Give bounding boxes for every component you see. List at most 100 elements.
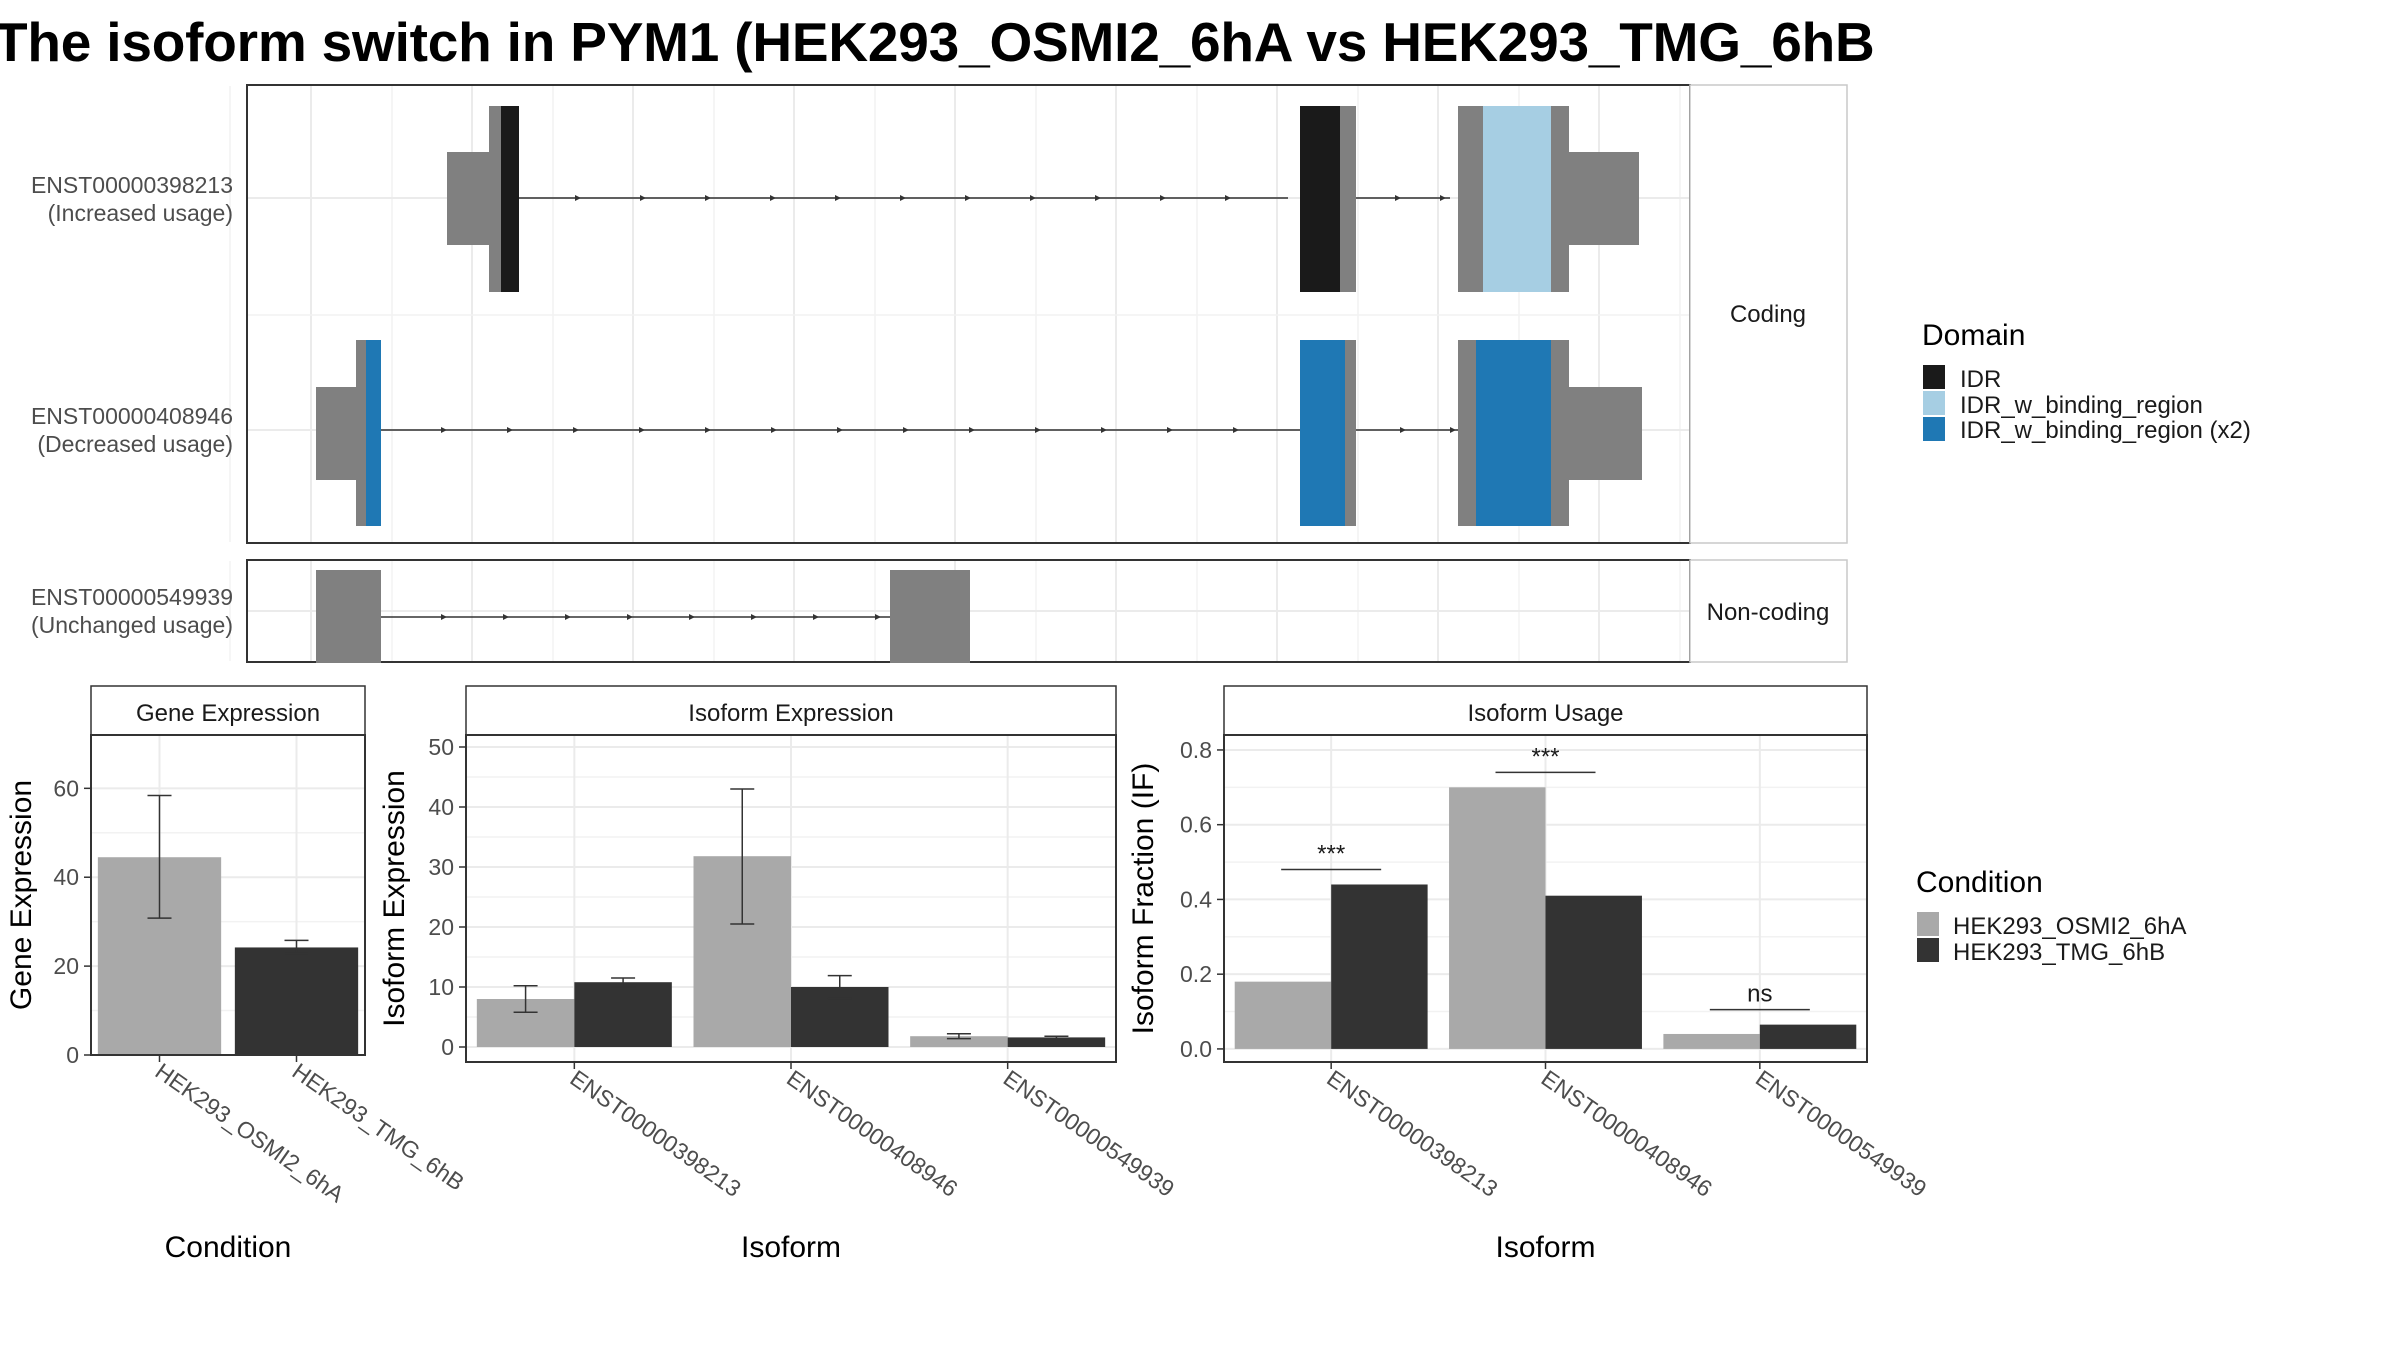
- chart-panel-border: [90, 734, 366, 1056]
- bar: [1007, 1037, 1106, 1047]
- condition-legend-title: Condition: [1916, 866, 2043, 899]
- intron-arrow: [875, 614, 881, 620]
- intron-arrow: [705, 195, 711, 201]
- bar: [1663, 1033, 1760, 1049]
- legend-swatch-idr-binding: [1923, 391, 1945, 415]
- structure-panel-noncoding: Non-coding: [229, 559, 1848, 663]
- intron-arrow: [507, 427, 513, 433]
- coding-grid: [229, 86, 1689, 542]
- transcript-id-label: ENST00000398213: [31, 172, 233, 198]
- transcript-id-label: ENST00000549939: [31, 584, 233, 610]
- x-tick-label: ENST00000408946: [782, 1065, 962, 1202]
- y-tick-label: 20: [53, 953, 79, 979]
- intron-arrow: [900, 195, 906, 201]
- idr-binding-x2-domain: [366, 340, 381, 526]
- significance-label: ns: [1747, 981, 1772, 1008]
- intron-arrow: [503, 614, 509, 620]
- intron-arrow: [639, 427, 645, 433]
- x-axis-title: Isoform: [1495, 1231, 1595, 1264]
- page-title: The isoform switch in PYM1 (HEK293_OSMI2…: [0, 11, 1875, 73]
- intron-arrow: [1030, 195, 1036, 201]
- bar: [1449, 787, 1546, 1049]
- chart-strip: [465, 685, 1117, 736]
- cds-exon: [1458, 106, 1483, 292]
- intron-arrow: [835, 195, 841, 201]
- x-tick-label: ENST00000398213: [565, 1065, 745, 1202]
- bar: [910, 1036, 1008, 1047]
- x-axis-title: Isoform: [741, 1231, 841, 1264]
- idr-domain: [501, 106, 519, 292]
- intron-arrow: [627, 614, 633, 620]
- intron-arrow: [969, 427, 975, 433]
- utr-exon: [1569, 387, 1642, 480]
- bar: [1759, 1024, 1857, 1049]
- bar: [1545, 895, 1642, 1049]
- y-tick-label: 40: [53, 864, 79, 890]
- intron-arrow: [1440, 195, 1446, 201]
- legend-label: HEK293_OSMI2_6hA: [1953, 913, 2186, 940]
- y-tick-label: 0.8: [1180, 737, 1212, 763]
- utr-exon: [447, 152, 489, 245]
- intron-arrow: [770, 195, 776, 201]
- x-axis-title: Condition: [165, 1231, 292, 1264]
- condition-legend: Condition HEK293_OSMI2_6hA HEK293_TMG_6h…: [1916, 866, 2186, 966]
- y-axis-title: Isoform Expression: [378, 770, 411, 1027]
- cds-exon: [1458, 340, 1476, 526]
- bar: [1234, 981, 1332, 1049]
- legend-swatch-condition-a: [1917, 912, 1939, 936]
- intron-arrow: [441, 427, 447, 433]
- intron-arrow: [1101, 427, 1107, 433]
- bar: [1331, 884, 1428, 1049]
- chart-strip-label: Gene Expression: [136, 700, 320, 727]
- intron-arrow: [813, 614, 819, 620]
- transcript-usage-label: (Unchanged usage): [31, 612, 233, 638]
- x-tick-label: ENST00000549939: [1751, 1065, 1931, 1202]
- intron-arrow: [1160, 195, 1166, 201]
- cds-exon: [356, 340, 366, 526]
- coding-strip-label: Coding: [1730, 301, 1806, 328]
- chart-strip-label: Isoform Expression: [688, 700, 893, 727]
- coding-strip: [1689, 84, 1848, 544]
- cds-exon: [1340, 106, 1356, 292]
- legend-label: IDR: [1960, 366, 2001, 393]
- intron-arrow: [640, 195, 646, 201]
- x-tick-label: ENST00000398213: [1322, 1065, 1502, 1202]
- y-tick-label: 0.6: [1180, 812, 1212, 838]
- y-tick-label: 30: [428, 854, 454, 880]
- legend-swatch-idr-binding-x2: [1923, 417, 1945, 441]
- noncoding-strip-label: Non-coding: [1707, 599, 1830, 626]
- legend-label: HEK293_TMG_6hB: [1953, 939, 2165, 966]
- y-axis-title: Isoform Fraction (IF): [1127, 763, 1160, 1035]
- utr-exon: [316, 387, 358, 480]
- domain-legend-title: Domain: [1922, 319, 2025, 352]
- y-tick-label: 10: [428, 974, 454, 1000]
- intron-arrow: [1035, 427, 1041, 433]
- bar: [234, 947, 359, 1055]
- transcript-id-label: ENST00000408946: [31, 403, 233, 429]
- y-tick-label: 0.2: [1180, 961, 1212, 987]
- y-tick-label: 60: [53, 775, 79, 801]
- y-tick-label: 40: [428, 794, 454, 820]
- chart-strip: [90, 685, 366, 736]
- idr-binding-x2-domain: [1300, 340, 1345, 526]
- intron-arrow: [1450, 427, 1456, 433]
- intron-arrow: [1395, 195, 1401, 201]
- noncoding-exon: [316, 570, 381, 663]
- intron-arrow: [751, 614, 757, 620]
- idr-binding-domain: [1483, 106, 1551, 292]
- idr-binding-x2-domain: [1476, 340, 1551, 526]
- intron-arrow: [1225, 195, 1231, 201]
- intron-arrow: [575, 195, 581, 201]
- intron-arrow: [565, 614, 571, 620]
- cds-exon: [1345, 340, 1356, 526]
- y-tick-label: 0.4: [1180, 886, 1212, 912]
- legend-swatch-idr: [1923, 365, 1945, 389]
- intron-arrow: [705, 427, 711, 433]
- x-tick-label: ENST00000549939: [999, 1065, 1179, 1202]
- y-tick-label: 0.0: [1180, 1036, 1212, 1062]
- intron-arrow: [1167, 427, 1173, 433]
- intron-arrow: [837, 427, 843, 433]
- domain-legend: Domain IDR IDR_w_binding_region IDR_w_bi…: [1922, 319, 2251, 444]
- coding-tracks: [316, 106, 1642, 526]
- bar-charts: Gene Expression0204060HEK293_OSMI2_6hAHE…: [5, 685, 1931, 1264]
